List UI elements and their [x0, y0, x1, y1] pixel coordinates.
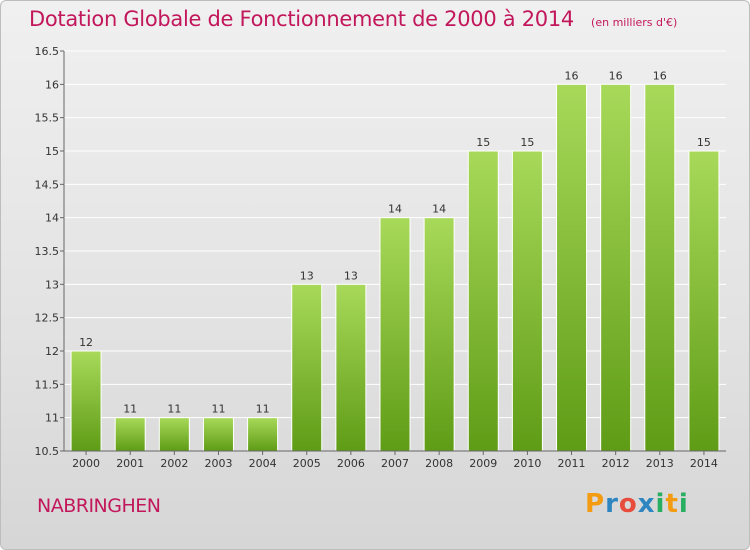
data-label: 14: [388, 203, 402, 216]
x-tick-label: 2008: [425, 457, 453, 470]
bar-2013: [644, 83, 676, 452]
data-label: 11: [167, 403, 181, 416]
x-tick-label: 2010: [513, 457, 541, 470]
x-tick-label: 2014: [690, 457, 718, 470]
y-tick-label: 11.5: [35, 378, 60, 391]
bar-2009: [467, 150, 499, 452]
bar-2007: [379, 217, 411, 452]
x-tick-label: 2002: [160, 457, 188, 470]
bar-2011: [556, 83, 588, 452]
bar-2003: [202, 417, 234, 452]
logo-letter: t: [665, 489, 679, 519]
y-tick-label: 15.5: [35, 112, 60, 125]
bar-2010: [511, 150, 543, 452]
data-label: 16: [609, 69, 623, 82]
x-tick-label: 2000: [72, 457, 100, 470]
y-tick-label: 16.5: [35, 45, 60, 58]
bar-2006: [335, 283, 367, 452]
x-tick-label: 2012: [602, 457, 630, 470]
y-tick-label: 10.5: [35, 445, 60, 458]
data-label: 11: [256, 403, 270, 416]
y-tick-label: 12.5: [35, 312, 60, 325]
bar-2002: [158, 417, 190, 452]
y-tick-label: 16: [45, 78, 59, 91]
bar-2000: [70, 350, 102, 452]
logo-letter: r: [605, 489, 619, 519]
x-tick-label: 2004: [249, 457, 277, 470]
proxiti-logo: Proxiti: [585, 489, 689, 519]
bar-2012: [600, 83, 632, 452]
logo-letter: o: [618, 489, 638, 519]
x-tick-label: 2013: [646, 457, 674, 470]
chart-title-wrap: Dotation Globale de Fonctionnement de 20…: [29, 7, 677, 31]
commune-name: NABRINGHEN: [37, 495, 161, 517]
y-tick-label: 13.5: [35, 245, 60, 258]
logo-letter: x: [637, 489, 656, 519]
x-tick-label: 2011: [558, 457, 586, 470]
y-tick-label: 13: [45, 278, 59, 291]
bar-2005: [291, 283, 323, 452]
x-tick-label: 2003: [204, 457, 232, 470]
data-label: 15: [476, 136, 490, 149]
data-label: 15: [520, 136, 534, 149]
chart-title: Dotation Globale de Fonctionnement de 20…: [29, 7, 574, 31]
y-tick-label: 12: [45, 345, 59, 358]
bar-2004: [247, 417, 279, 452]
data-label: 15: [697, 136, 711, 149]
chart-unit: (en milliers d'€): [591, 16, 678, 29]
data-label: 12: [79, 336, 93, 349]
logo-letter: i: [678, 489, 689, 519]
bar-2001: [114, 417, 146, 452]
data-label: 16: [565, 69, 579, 82]
x-tick-label: 2009: [469, 457, 497, 470]
y-tick-label: 14: [45, 212, 59, 225]
bar-2014: [688, 150, 720, 452]
x-tick-label: 2001: [116, 457, 144, 470]
x-tick-label: 2005: [293, 457, 321, 470]
data-label: 11: [123, 403, 137, 416]
x-tick-label: 2007: [381, 457, 409, 470]
y-tick-label: 11: [45, 412, 59, 425]
y-tick-label: 14.5: [35, 178, 60, 191]
y-tick-label: 15: [45, 145, 59, 158]
data-label: 16: [653, 69, 667, 82]
logo-letter: P: [585, 489, 606, 519]
data-label: 13: [300, 269, 314, 282]
bar-2008: [423, 217, 455, 452]
data-label: 13: [344, 269, 358, 282]
data-label: 14: [432, 203, 446, 216]
logo-letter: i: [655, 489, 666, 519]
x-tick-label: 2006: [337, 457, 365, 470]
data-label: 11: [211, 403, 225, 416]
